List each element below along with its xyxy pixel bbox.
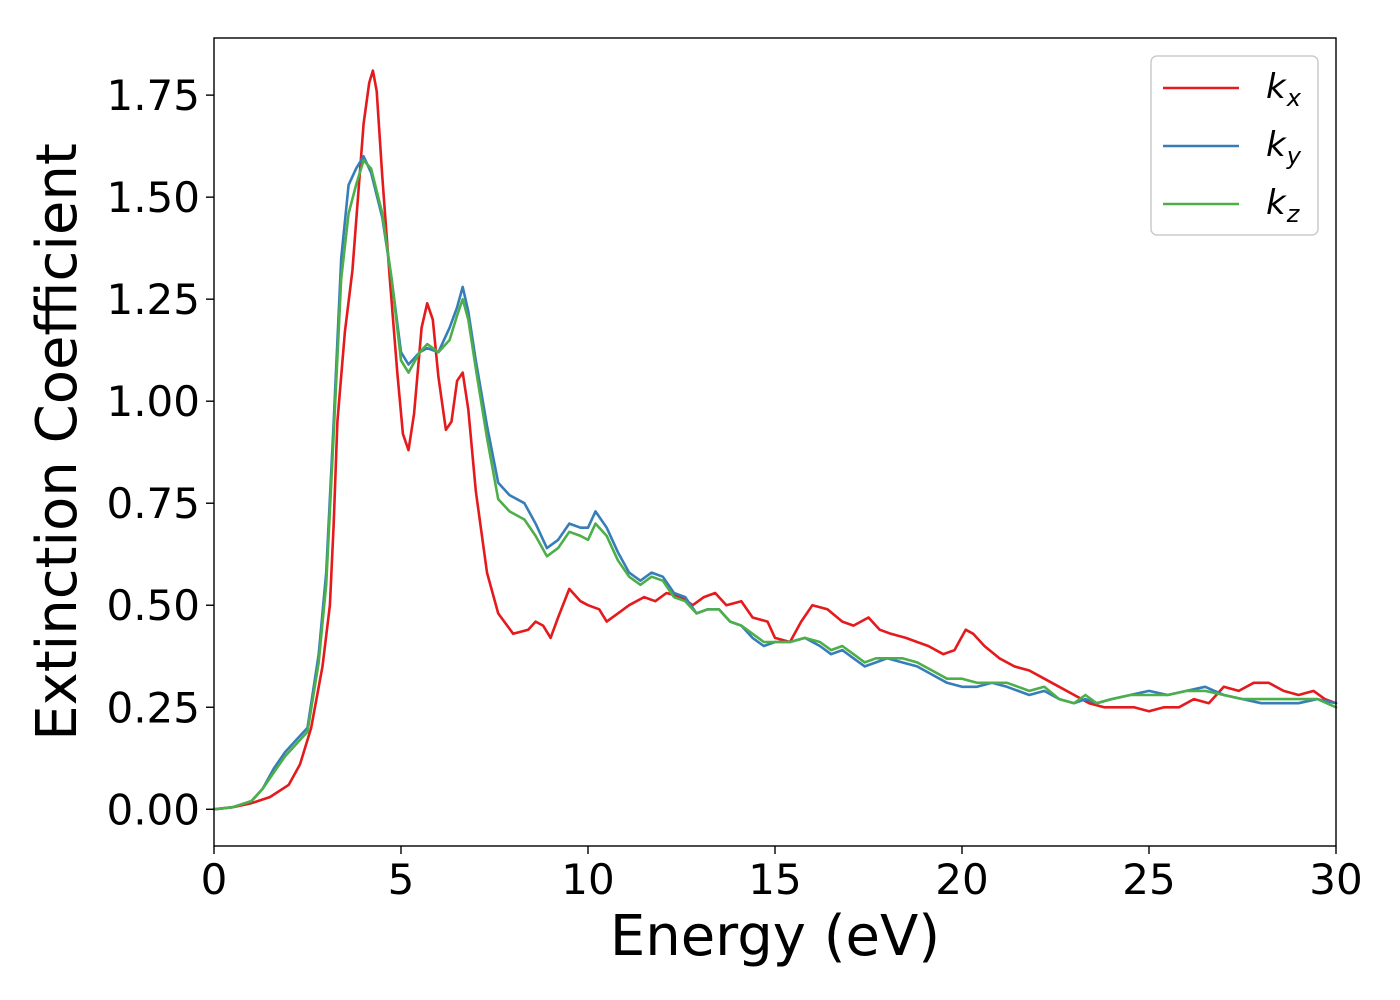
- x-tick-label: 10: [561, 855, 614, 904]
- legend-label-y: ky: [1266, 125, 1302, 170]
- y-tick-label: 1.00: [106, 377, 200, 426]
- y-tick-label: 0.50: [106, 581, 200, 630]
- y-tick-label: 0.75: [106, 479, 200, 528]
- series-line-x: [212, 69, 1338, 811]
- y-tick-label: 0.25: [106, 683, 200, 732]
- x-tick-label: 30: [1309, 855, 1362, 904]
- ticks-layer: 0 5 10 15 20 25 30 0.00 0.25 0.50 0.75 1.00 1.25 1.50…: [106, 71, 1362, 904]
- y-axis-label: Extinction Coefficient: [25, 143, 90, 741]
- y-tick-label: 1.25: [106, 275, 200, 324]
- x-tick-label: 0: [201, 855, 228, 904]
- series-line-y: [212, 155, 1338, 811]
- y-tick-label: 1.75: [106, 71, 200, 120]
- legend: kx ky kz: [1150, 55, 1319, 236]
- x-tick-label: 25: [1122, 855, 1175, 904]
- x-tick-label: 5: [388, 855, 415, 904]
- x-tick-label: 15: [748, 855, 801, 904]
- x-axis-label: Energy (eV): [610, 904, 940, 969]
- plot-frame: [213, 37, 1337, 847]
- legend-label-z: kz: [1266, 183, 1301, 228]
- legend-label-x: kx: [1266, 67, 1302, 112]
- x-tick-label: 20: [935, 855, 988, 904]
- series-line-z: [212, 159, 1338, 811]
- series-layer: [212, 69, 1338, 811]
- y-tick-label: 1.50: [106, 173, 200, 222]
- y-tick-label: 0.00: [106, 785, 200, 834]
